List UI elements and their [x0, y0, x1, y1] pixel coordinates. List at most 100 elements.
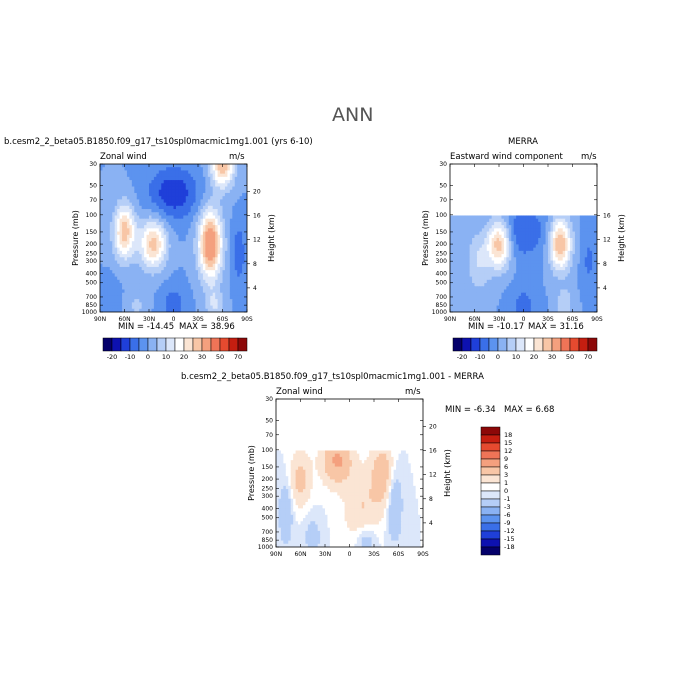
- panel1-cell: [156, 221, 160, 226]
- panel1-cell: [222, 228, 226, 233]
- panel2-cell: [572, 215, 576, 220]
- panel3-cell: [312, 453, 316, 458]
- panel3-cell: [285, 453, 289, 458]
- panel1-cell: [188, 228, 192, 233]
- panel1-cell: [232, 228, 236, 233]
- panel1-cell: [146, 292, 150, 297]
- panel1-cell: [202, 260, 206, 265]
- panel2-cell: [469, 292, 473, 297]
- panel3-cell: [413, 456, 417, 461]
- panel2-cell: [562, 257, 566, 262]
- panel1-cell: [168, 231, 172, 236]
- panel1-cell: [217, 225, 221, 229]
- panel2-cell: [494, 266, 498, 271]
- panel1-cell: [224, 221, 228, 226]
- panel1-cell: [202, 257, 206, 262]
- panel2-cell: [579, 257, 583, 262]
- panel2-cell: [523, 215, 527, 220]
- panel1-cell: [210, 186, 214, 191]
- panel2-cell: [550, 221, 554, 226]
- panel2-cell: [555, 270, 559, 274]
- panel1-cell: [212, 189, 216, 194]
- panel1-cell: [134, 164, 138, 168]
- page-title: ANN: [332, 104, 374, 126]
- panel3-cell: [312, 450, 316, 455]
- panel1-cell: [237, 228, 241, 233]
- panel2-cell: [552, 289, 556, 294]
- panel1-cell: [232, 263, 236, 268]
- panel1-cell: [224, 279, 228, 284]
- panel1-cell: [134, 180, 138, 184]
- panel1-cell: [146, 286, 150, 291]
- panel1-cell: [107, 196, 111, 200]
- panel3-cell: [410, 453, 414, 458]
- panel1-cell: [139, 299, 143, 303]
- panel1-cell: [183, 199, 187, 204]
- panel1-cell: [244, 196, 247, 200]
- panel2-cell: [523, 231, 527, 236]
- panel1-ytick-label: 400: [86, 270, 98, 277]
- panel1-cell: [217, 263, 221, 268]
- panel2-cell: [567, 295, 571, 300]
- panel1-cell: [239, 279, 243, 284]
- panel2-cell: [462, 266, 466, 271]
- panel1-cell: [220, 218, 224, 223]
- panel1-cell: [171, 221, 175, 226]
- panel1-cell: [144, 302, 148, 307]
- panel1-cell: [232, 225, 236, 229]
- panel1-cell: [183, 189, 187, 194]
- panel1-cell: [224, 183, 228, 188]
- panel2-cell: [592, 279, 596, 284]
- panel2-cell: [567, 218, 571, 223]
- panel2-xtick-label: 30N: [493, 316, 505, 323]
- panel2-cell: [528, 228, 532, 233]
- panel2-cell: [518, 308, 522, 312]
- panel2-cell: [491, 228, 495, 233]
- panel2-cell: [533, 250, 537, 255]
- panel1-cell: [212, 231, 216, 236]
- panel2-cell: [525, 286, 529, 291]
- panel2-cell: [499, 263, 503, 268]
- panel2-cell: [530, 228, 534, 233]
- panel3-cell: [386, 450, 390, 455]
- panel1-cell: [229, 215, 233, 220]
- panel1-cell: [139, 180, 143, 184]
- panel1-cell: [207, 202, 211, 207]
- panel1-cell: [153, 170, 157, 175]
- panel2-cell: [555, 221, 559, 226]
- panel2-cell: [462, 241, 466, 246]
- panel2-cell: [557, 273, 561, 278]
- panel1-cell: [149, 305, 153, 310]
- panel1-cell: [173, 302, 177, 307]
- panel2-cell: [469, 260, 473, 265]
- panel2-cell: [560, 266, 564, 271]
- panel2-cell: [570, 260, 574, 265]
- panel3-cell: [298, 453, 302, 458]
- panel1-cell: [195, 234, 199, 239]
- panel1-cell: [220, 273, 224, 278]
- panel1-cell: [122, 263, 126, 268]
- panel1-cell: [195, 273, 199, 278]
- panel2-cell: [484, 273, 488, 278]
- panel2-cell: [457, 231, 461, 236]
- panel2-cell: [457, 286, 461, 291]
- panel2-cell: [467, 228, 471, 233]
- panel1-cell: [166, 231, 170, 236]
- panel1-cell: [126, 215, 130, 220]
- panel2-cell: [450, 250, 454, 255]
- panel2-cell: [582, 241, 586, 246]
- panel1-cell: [244, 279, 247, 284]
- panel2-cell: [594, 292, 597, 297]
- panel3-cell: [339, 450, 343, 455]
- panel1-cell: [100, 289, 104, 294]
- panel1-cell: [134, 241, 138, 246]
- panel1-cell: [210, 221, 214, 226]
- panel3-cell: [405, 460, 409, 464]
- panel2-cell: [467, 260, 471, 265]
- panel2-cell: [521, 276, 525, 281]
- panel3-cell: [391, 453, 395, 458]
- panel1-cell: [227, 173, 231, 178]
- panel2-cell: [560, 225, 564, 229]
- panel2-cell: [474, 218, 478, 223]
- panel1-cell: [144, 270, 148, 274]
